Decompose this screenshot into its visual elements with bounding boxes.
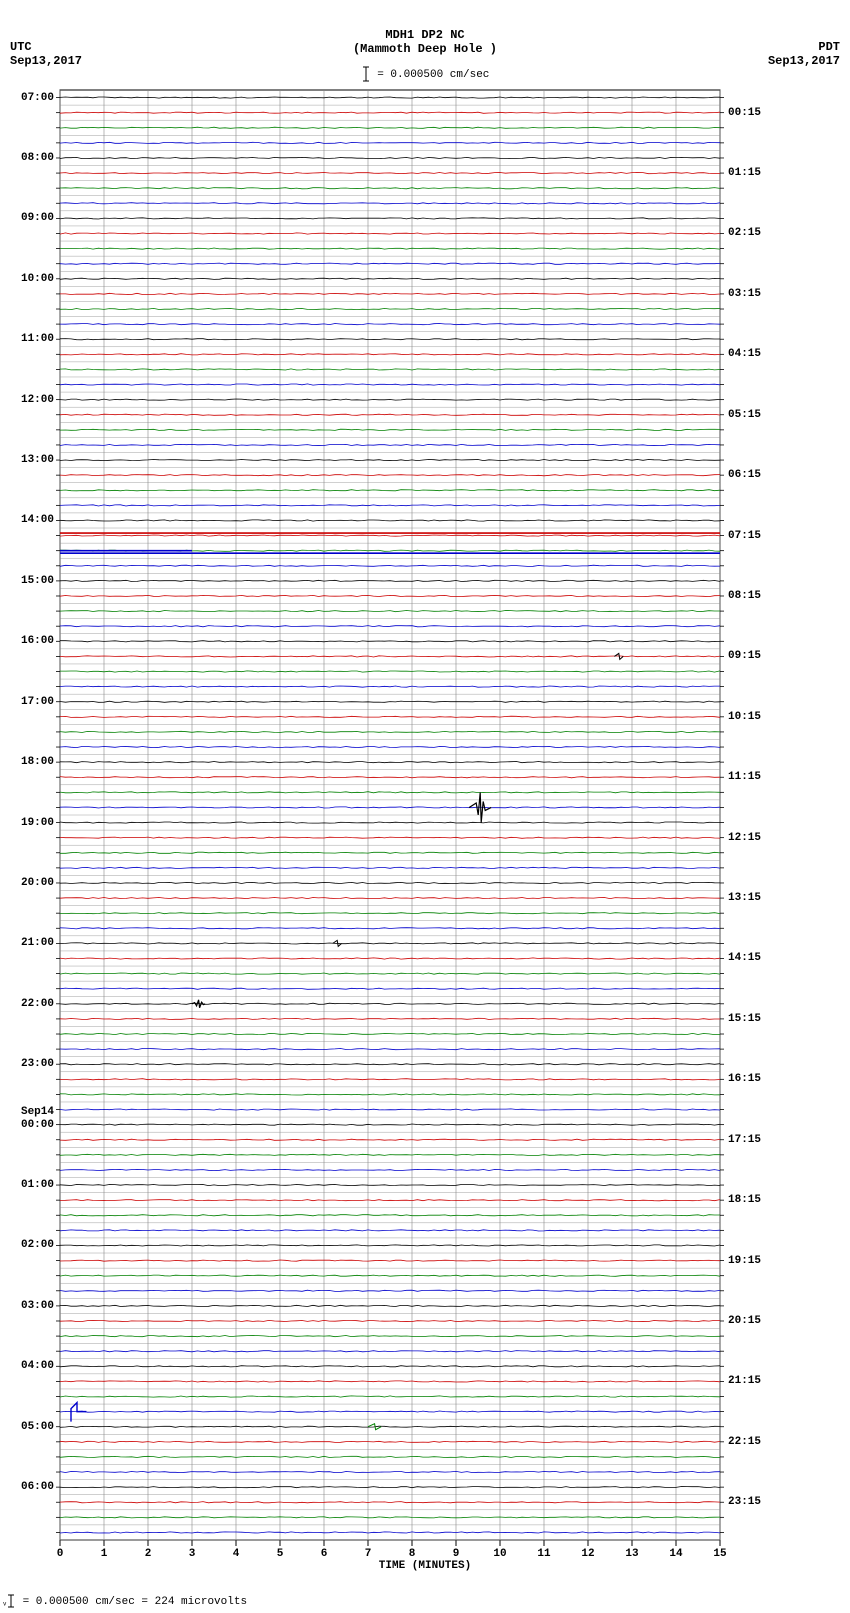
utc-hour-label: 04:00 bbox=[6, 1360, 54, 1372]
pdt-hour-label: 08:15 bbox=[728, 590, 761, 602]
xaxis-tick: 1 bbox=[94, 1548, 114, 1560]
utc-hour-label: 01:00 bbox=[6, 1179, 54, 1191]
utc-hour-label: 10:00 bbox=[6, 273, 54, 285]
pdt-hour-label: 10:15 bbox=[728, 711, 761, 723]
pdt-hour-label: 05:15 bbox=[728, 409, 761, 421]
utc-hour-label: 23:00 bbox=[6, 1058, 54, 1070]
utc-hour-label: 08:00 bbox=[6, 152, 54, 164]
pdt-hour-label: 19:15 bbox=[728, 1255, 761, 1267]
utc-hour-label: 03:00 bbox=[6, 1300, 54, 1312]
utc-midnight-date: Sep14 bbox=[6, 1106, 54, 1118]
xaxis-tick: 3 bbox=[182, 1548, 202, 1560]
xaxis-tick: 5 bbox=[270, 1548, 290, 1560]
xaxis-tick: 4 bbox=[226, 1548, 246, 1560]
pdt-hour-label: 12:15 bbox=[728, 832, 761, 844]
utc-midnight-time: 00:00 bbox=[6, 1119, 54, 1131]
pdt-hour-label: 15:15 bbox=[728, 1013, 761, 1025]
footer-text: = 0.000500 cm/sec = 224 microvolts bbox=[23, 1596, 247, 1608]
xaxis-tick: 7 bbox=[358, 1548, 378, 1560]
pdt-hour-label: 11:15 bbox=[728, 771, 761, 783]
utc-hour-label: 12:00 bbox=[6, 394, 54, 406]
pdt-hour-label: 01:15 bbox=[728, 167, 761, 179]
xaxis-tick: 13 bbox=[622, 1548, 642, 1560]
xaxis-tick: 8 bbox=[402, 1548, 422, 1560]
pdt-hour-label: 09:15 bbox=[728, 650, 761, 662]
utc-hour-label: 06:00 bbox=[6, 1481, 54, 1493]
seismogram-plot bbox=[0, 0, 850, 1613]
utc-hour-label: 14:00 bbox=[6, 514, 54, 526]
pdt-hour-label: 06:15 bbox=[728, 469, 761, 481]
xaxis-tick: 14 bbox=[666, 1548, 686, 1560]
utc-hour-label: 21:00 bbox=[6, 937, 54, 949]
pdt-hour-label: 04:15 bbox=[728, 348, 761, 360]
pdt-hour-label: 03:15 bbox=[728, 288, 761, 300]
utc-hour-label: 05:00 bbox=[6, 1421, 54, 1433]
pdt-hour-label: 17:15 bbox=[728, 1134, 761, 1146]
xaxis-tick: 11 bbox=[534, 1548, 554, 1560]
utc-hour-label: 17:00 bbox=[6, 696, 54, 708]
pdt-hour-label: 16:15 bbox=[728, 1073, 761, 1085]
pdt-hour-label: 00:15 bbox=[728, 107, 761, 119]
utc-hour-label: 09:00 bbox=[6, 212, 54, 224]
pdt-hour-label: 20:15 bbox=[728, 1315, 761, 1327]
pdt-hour-label: 21:15 bbox=[728, 1375, 761, 1387]
utc-hour-label: 02:00 bbox=[6, 1239, 54, 1251]
utc-hour-label: 19:00 bbox=[6, 817, 54, 829]
xaxis-tick: 9 bbox=[446, 1548, 466, 1560]
utc-hour-label: 13:00 bbox=[6, 454, 54, 466]
utc-hour-label: 18:00 bbox=[6, 756, 54, 768]
utc-hour-label: 22:00 bbox=[6, 998, 54, 1010]
utc-hour-label: 07:00 bbox=[6, 92, 54, 104]
pdt-hour-label: 14:15 bbox=[728, 952, 761, 964]
pdt-hour-label: 13:15 bbox=[728, 892, 761, 904]
pdt-hour-label: 23:15 bbox=[728, 1496, 761, 1508]
seismogram-container: MDH1 DP2 NC (Mammoth Deep Hole ) = 0.000… bbox=[0, 0, 850, 1613]
xaxis-label: TIME (MINUTES) bbox=[0, 1560, 850, 1572]
pdt-hour-label: 02:15 bbox=[728, 227, 761, 239]
xaxis-tick: 6 bbox=[314, 1548, 334, 1560]
svg-text:ᵥ: ᵥ bbox=[2, 1598, 7, 1608]
utc-hour-label: 16:00 bbox=[6, 635, 54, 647]
utc-hour-label: 15:00 bbox=[6, 575, 54, 587]
xaxis-tick: 10 bbox=[490, 1548, 510, 1560]
footer-scale: ᵥ = 0.000500 cm/sec = 224 microvolts bbox=[2, 1594, 247, 1608]
pdt-hour-label: 22:15 bbox=[728, 1436, 761, 1448]
pdt-hour-label: 07:15 bbox=[728, 530, 761, 542]
pdt-hour-label: 18:15 bbox=[728, 1194, 761, 1206]
xaxis-tick: 0 bbox=[50, 1548, 70, 1560]
xaxis-tick: 2 bbox=[138, 1548, 158, 1560]
xaxis-tick: 15 bbox=[710, 1548, 730, 1560]
xaxis-tick: 12 bbox=[578, 1548, 598, 1560]
utc-hour-label: 11:00 bbox=[6, 333, 54, 345]
utc-hour-label: 20:00 bbox=[6, 877, 54, 889]
